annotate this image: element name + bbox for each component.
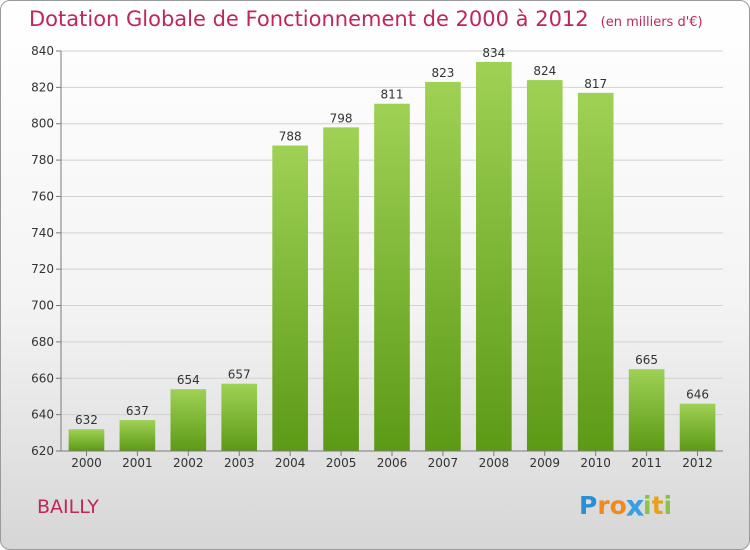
y-tick-label: 840 bbox=[31, 44, 54, 58]
x-tick-label: 2007 bbox=[428, 456, 459, 470]
logo-letter: i bbox=[643, 491, 652, 520]
data-label: 654 bbox=[177, 373, 200, 387]
y-tick-label: 780 bbox=[31, 153, 54, 167]
bar bbox=[374, 103, 410, 452]
x-tick-label: 2002 bbox=[173, 456, 204, 470]
y-tick-label: 700 bbox=[31, 299, 54, 313]
y-tick-label: 620 bbox=[31, 444, 54, 458]
bar bbox=[679, 403, 716, 451]
x-tick-label: 2008 bbox=[479, 456, 510, 470]
bar bbox=[476, 61, 512, 452]
data-label: 823 bbox=[431, 66, 454, 80]
logo-letter: t bbox=[651, 491, 664, 520]
y-tick-label: 680 bbox=[31, 335, 54, 349]
x-tick-label: 2003 bbox=[224, 456, 255, 470]
bar bbox=[577, 92, 614, 452]
y-tick-label: 720 bbox=[31, 262, 54, 276]
bar bbox=[170, 389, 207, 451]
bar bbox=[628, 369, 665, 451]
bar bbox=[68, 429, 105, 451]
bar bbox=[119, 420, 156, 451]
bar bbox=[526, 80, 563, 451]
chart-title: Dotation Globale de Fonctionnement de 20… bbox=[29, 7, 703, 31]
y-tick-label: 820 bbox=[31, 80, 54, 94]
x-tick-label: 2011 bbox=[631, 456, 662, 470]
x-tick-label: 2009 bbox=[529, 456, 560, 470]
data-label: 657 bbox=[228, 368, 251, 382]
x-tick-label: 2004 bbox=[275, 456, 306, 470]
y-tick-label: 660 bbox=[31, 371, 54, 385]
data-label: 646 bbox=[686, 388, 709, 402]
data-label: 811 bbox=[381, 88, 404, 102]
x-tick-label: 2000 bbox=[71, 456, 102, 470]
logo-letter: x bbox=[625, 488, 645, 523]
data-label: 637 bbox=[126, 404, 149, 418]
place-name: BAILLY bbox=[37, 496, 99, 518]
chart-title-text: Dotation Globale de Fonctionnement de 20… bbox=[29, 7, 589, 31]
logo-letter: P bbox=[579, 491, 598, 520]
data-label: 788 bbox=[279, 130, 302, 144]
chart-unit: (en milliers d'€) bbox=[600, 15, 703, 30]
data-label: 834 bbox=[482, 46, 505, 60]
bar bbox=[425, 81, 461, 451]
logo-letter: o bbox=[609, 491, 627, 520]
data-label: 817 bbox=[584, 77, 607, 91]
x-tick-label: 2006 bbox=[377, 456, 408, 470]
logo-letter: r bbox=[597, 491, 610, 520]
data-label: 824 bbox=[533, 64, 556, 78]
y-tick-label: 800 bbox=[31, 117, 54, 131]
data-label: 798 bbox=[330, 111, 353, 125]
y-tick-label: 740 bbox=[31, 226, 54, 240]
y-tick-label: 760 bbox=[31, 189, 54, 203]
logo-letter: i bbox=[663, 491, 673, 520]
labels: 632 637 654 657 788 798 811 823 834 824 817 665 646 bbox=[75, 46, 709, 427]
axes: 620 640 660 680 700 720 740 760 780 800 820 840 2000… bbox=[31, 44, 723, 470]
x-tick-label: 2012 bbox=[682, 456, 713, 470]
proxiti-logo: Proxiti bbox=[579, 488, 673, 523]
x-tick-label: 2010 bbox=[580, 456, 611, 470]
data-label: 632 bbox=[75, 413, 98, 427]
data-label: 665 bbox=[635, 353, 658, 367]
bar bbox=[272, 145, 308, 451]
y-tick-label: 640 bbox=[31, 408, 54, 422]
bar bbox=[323, 127, 359, 451]
x-tick-label: 2005 bbox=[326, 456, 357, 470]
x-tick-label: 2001 bbox=[122, 456, 153, 470]
bar bbox=[221, 383, 258, 451]
bars bbox=[68, 61, 716, 452]
